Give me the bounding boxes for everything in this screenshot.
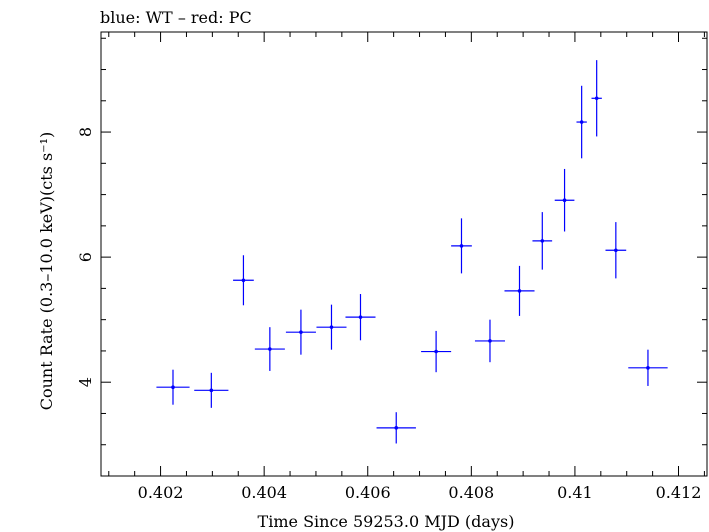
data-point [605, 222, 627, 279]
data-point [451, 218, 472, 274]
data-point [591, 60, 602, 137]
data-series-wt [156, 60, 668, 444]
data-point [576, 85, 587, 159]
y-tick-label: 6 [76, 252, 95, 262]
plot-frame [100, 31, 708, 477]
point-marker [517, 289, 522, 293]
point-marker [434, 349, 438, 354]
y-axis: 4 6 8 [76, 37, 707, 477]
point-marker [358, 315, 363, 319]
data-point [194, 372, 229, 408]
point-marker [394, 426, 399, 430]
data-point [376, 412, 416, 444]
point-marker [562, 198, 567, 203]
data-point [554, 168, 575, 232]
data-point [345, 294, 376, 341]
x-axis-label: Time Since 59253.0 MJD (days) [258, 512, 515, 531]
point-marker [488, 339, 492, 343]
x-tick-label: 0.408 [448, 483, 494, 502]
point-marker [614, 248, 618, 253]
data-point [504, 265, 535, 316]
x-tick-label: 0.402 [138, 483, 184, 502]
point-marker [594, 96, 599, 101]
data-point [474, 319, 505, 363]
data-point [285, 309, 316, 355]
point-marker [579, 120, 584, 124]
data-point [156, 369, 190, 405]
data-point [628, 349, 668, 386]
data-point [316, 304, 347, 350]
y-tick-label: 4 [76, 377, 95, 387]
x-tick-label: 0.406 [345, 483, 391, 502]
chart-title: blue: WT – red: PC [100, 8, 252, 27]
data-point [532, 212, 553, 270]
point-marker [299, 330, 303, 334]
point-marker [459, 244, 464, 248]
x-tick-label: 0.41 [557, 483, 593, 502]
data-point [254, 327, 285, 371]
y-tick-label: 8 [76, 127, 95, 137]
x-tick-label: 0.412 [656, 483, 702, 502]
point-marker [241, 278, 246, 283]
y-axis-label: Count Rate (0.3–10.0 keV)(cts s⁻¹) [37, 132, 56, 411]
point-marker [209, 388, 214, 393]
point-marker [646, 366, 650, 370]
point-marker [540, 239, 545, 243]
point-marker [268, 347, 272, 351]
x-axis: 0.402 0.404 0.406 0.408 0.41 0.412 [108, 32, 705, 502]
point-marker [171, 385, 175, 390]
x-tick-label: 0.404 [241, 483, 287, 502]
point-marker [329, 325, 334, 329]
data-point [233, 255, 254, 306]
data-point [421, 330, 452, 373]
